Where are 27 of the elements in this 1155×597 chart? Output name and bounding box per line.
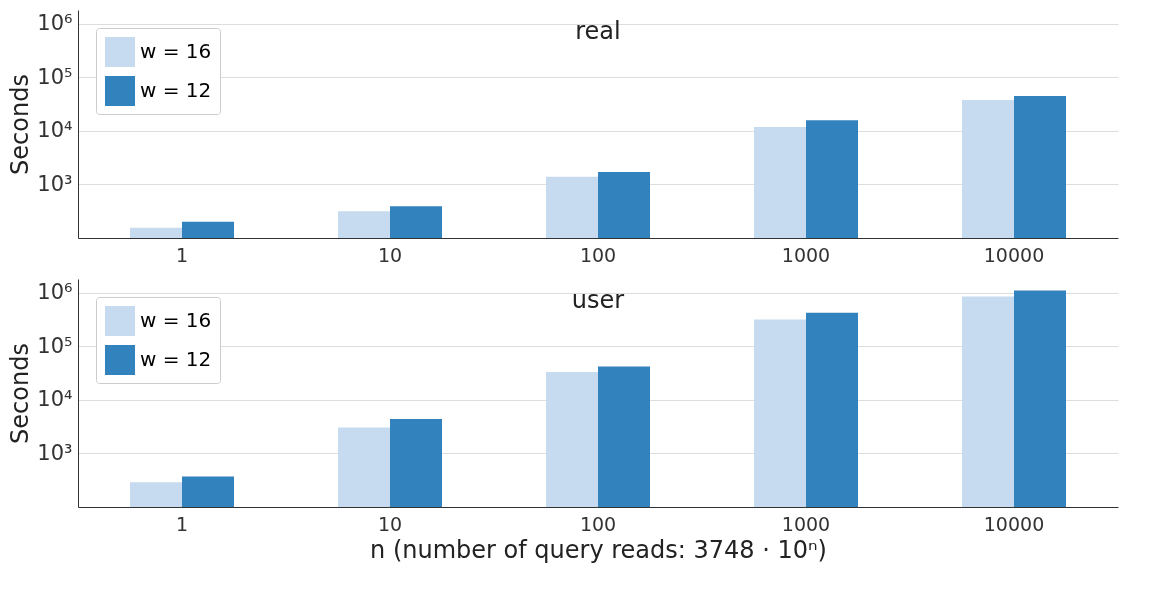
y-tick-label: 10⁶ [37,280,73,305]
x-tick-label: 10000 [983,512,1045,535]
legend-label: w = 16 [140,308,212,332]
x-tick-label: 10 [377,243,403,266]
y-tick-label: 10³ [37,440,73,465]
x-tick-label: 100 [579,243,617,266]
legend-label: w = 12 [140,78,212,102]
legend-label: w = 16 [140,39,212,63]
y-tick-label: 10⁴ [37,118,73,143]
x-tick-label: 1 [175,243,189,266]
x-axis-title: n (number of query reads: 3748 · 10ⁿ) [370,535,827,564]
x-tick-label: 100 [579,512,617,535]
y-tick-label: 10⁴ [37,387,73,412]
y-tick-label: 10⁵ [37,64,73,89]
x-tick-label: 1000 [781,512,831,535]
legend-label: w = 12 [140,347,212,371]
y-axis-title: Seconds [6,74,35,175]
y-tick-label: 10³ [37,171,73,196]
y-axis-title: Seconds [6,343,35,444]
x-tick-label: 1000 [781,243,831,266]
x-tick-label: 1 [175,512,189,535]
y-tick-label: 10⁶ [37,11,73,36]
chart-title: user [571,286,625,314]
x-tick-label: 10 [377,512,403,535]
x-tick-label: 10000 [983,243,1045,266]
y-tick-label: 10⁵ [37,333,73,358]
chart-title: real [575,17,621,45]
